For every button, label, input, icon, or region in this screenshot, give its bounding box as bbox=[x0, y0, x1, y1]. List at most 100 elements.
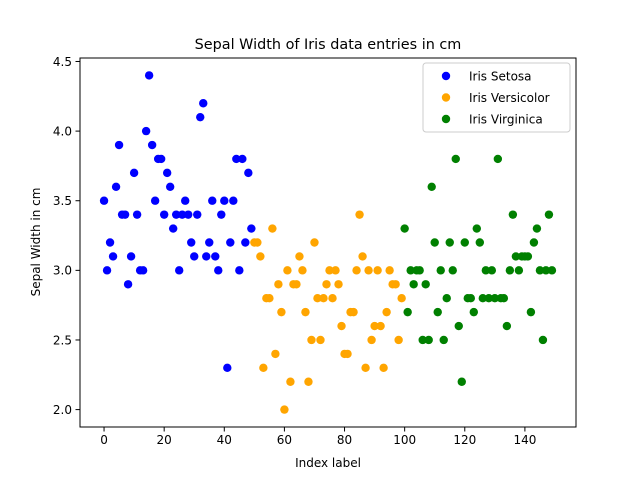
y-axis-ticks: 2.0 2.5 3.0 3.5 4.0 4.5 bbox=[53, 55, 80, 417]
data-point-iris-setosa bbox=[199, 99, 208, 108]
chart-title: Sepal Width of Iris data entries in cm bbox=[195, 37, 462, 53]
data-point-iris-versicolor bbox=[259, 363, 268, 373]
data-point-iris-setosa bbox=[235, 266, 244, 275]
data-point-iris-setosa bbox=[105, 238, 115, 247]
data-point-iris-setosa bbox=[175, 266, 184, 275]
data-point-iris-virginica bbox=[475, 238, 485, 247]
data-point-iris-setosa bbox=[132, 210, 142, 219]
data-point-iris-virginica bbox=[421, 280, 430, 289]
data-point-iris-versicolor bbox=[328, 293, 337, 303]
y-tick-label: 2.0 bbox=[53, 403, 72, 417]
data-point-iris-setosa bbox=[241, 238, 250, 247]
data-point-iris-virginica bbox=[526, 307, 536, 317]
data-point-iris-setosa bbox=[220, 196, 229, 205]
data-point-iris-virginica bbox=[481, 266, 491, 275]
data-point-iris-virginica bbox=[445, 238, 454, 247]
data-point-iris-virginica bbox=[415, 266, 424, 275]
data-point-iris-setosa bbox=[214, 266, 223, 275]
x-tick-label: 80 bbox=[337, 433, 352, 447]
legend-marker-iris-versicolor bbox=[441, 93, 451, 102]
data-point-iris-setosa bbox=[208, 196, 217, 205]
data-point-iris-versicolor bbox=[256, 252, 265, 261]
data-point-iris-setosa bbox=[171, 210, 181, 219]
data-point-iris-virginica bbox=[523, 252, 533, 261]
data-point-iris-virginica bbox=[493, 154, 503, 164]
data-point-iris-versicolor bbox=[283, 266, 292, 275]
data-point-iris-setosa bbox=[205, 238, 214, 247]
data-point-iris-virginica bbox=[511, 252, 521, 261]
data-point-iris-virginica bbox=[487, 266, 497, 275]
data-point-iris-virginica bbox=[448, 266, 457, 275]
data-point-iris-virginica bbox=[400, 224, 409, 233]
data-point-iris-versicolor bbox=[271, 349, 280, 359]
data-point-iris-setosa bbox=[147, 140, 157, 150]
data-point-iris-virginica bbox=[436, 266, 445, 275]
legend-marker-iris-virginica bbox=[441, 114, 451, 124]
data-point-iris-virginica bbox=[547, 266, 557, 275]
data-point-iris-virginica bbox=[469, 307, 478, 317]
data-point-iris-versicolor bbox=[274, 280, 283, 289]
data-point-iris-versicolor bbox=[280, 405, 289, 414]
data-point-iris-virginica bbox=[538, 335, 548, 345]
data-point-iris-versicolor bbox=[253, 238, 262, 247]
data-point-iris-versicolor bbox=[364, 266, 373, 275]
data-point-iris-versicolor bbox=[286, 377, 295, 386]
data-point-iris-versicolor bbox=[298, 266, 307, 275]
data-point-iris-virginica bbox=[466, 293, 475, 303]
data-point-iris-setosa bbox=[168, 224, 178, 233]
data-point-iris-virginica bbox=[418, 335, 427, 345]
data-point-iris-setosa bbox=[123, 280, 133, 289]
data-point-iris-versicolor bbox=[367, 335, 376, 345]
data-point-iris-versicolor bbox=[394, 335, 403, 345]
data-point-iris-versicolor bbox=[370, 321, 379, 331]
data-point-iris-setosa bbox=[223, 363, 232, 373]
data-point-iris-setosa bbox=[150, 196, 160, 205]
data-point-iris-virginica bbox=[508, 210, 518, 219]
data-point-iris-setosa bbox=[244, 168, 253, 178]
data-point-iris-setosa bbox=[196, 112, 205, 122]
data-point-iris-virginica bbox=[406, 266, 415, 275]
data-point-iris-versicolor bbox=[337, 321, 346, 331]
data-point-iris-setosa bbox=[126, 252, 136, 261]
points-layer bbox=[99, 71, 557, 414]
data-point-iris-setosa bbox=[99, 196, 109, 205]
data-point-iris-versicolor bbox=[268, 224, 277, 233]
data-point-iris-setosa bbox=[184, 210, 193, 219]
data-point-iris-virginica bbox=[457, 377, 466, 386]
data-point-iris-virginica bbox=[409, 280, 418, 289]
data-point-iris-virginica bbox=[430, 238, 439, 247]
data-point-iris-setosa bbox=[159, 210, 169, 219]
data-point-iris-versicolor bbox=[277, 307, 286, 317]
data-point-iris-versicolor bbox=[331, 266, 340, 275]
data-point-iris-setosa bbox=[156, 154, 166, 164]
data-point-iris-setosa bbox=[247, 224, 256, 233]
data-point-iris-versicolor bbox=[376, 321, 385, 331]
data-point-iris-setosa bbox=[238, 154, 247, 164]
x-tick-label: 100 bbox=[393, 433, 416, 447]
data-point-iris-setosa bbox=[111, 182, 121, 192]
data-point-iris-virginica bbox=[439, 335, 448, 345]
legend-label-iris-virginica: Iris Virginica bbox=[469, 112, 543, 126]
data-point-iris-versicolor bbox=[310, 238, 319, 247]
data-point-iris-versicolor bbox=[325, 266, 334, 275]
data-point-iris-versicolor bbox=[265, 293, 274, 303]
data-point-iris-versicolor bbox=[334, 280, 343, 289]
legend: Iris Setosa Iris Versicolor Iris Virginica bbox=[422, 62, 571, 133]
data-point-iris-virginica bbox=[499, 293, 509, 303]
data-point-iris-versicolor bbox=[397, 293, 406, 303]
data-point-iris-setosa bbox=[108, 252, 118, 261]
data-point-iris-virginica bbox=[484, 293, 494, 303]
data-point-iris-versicolor bbox=[355, 210, 364, 219]
data-point-iris-setosa bbox=[138, 266, 148, 275]
x-axis-ticks: 0 20 40 60 80 100 120 140 bbox=[100, 427, 536, 447]
data-point-iris-setosa bbox=[190, 252, 199, 261]
x-tick-label: 20 bbox=[157, 433, 172, 447]
data-point-iris-versicolor bbox=[349, 307, 358, 317]
data-point-iris-setosa bbox=[129, 168, 139, 178]
data-point-iris-virginica bbox=[490, 293, 500, 303]
data-point-iris-setosa bbox=[181, 196, 190, 205]
data-point-iris-setosa bbox=[162, 168, 172, 178]
y-axis-label: Sepal Width in cm bbox=[29, 188, 43, 297]
